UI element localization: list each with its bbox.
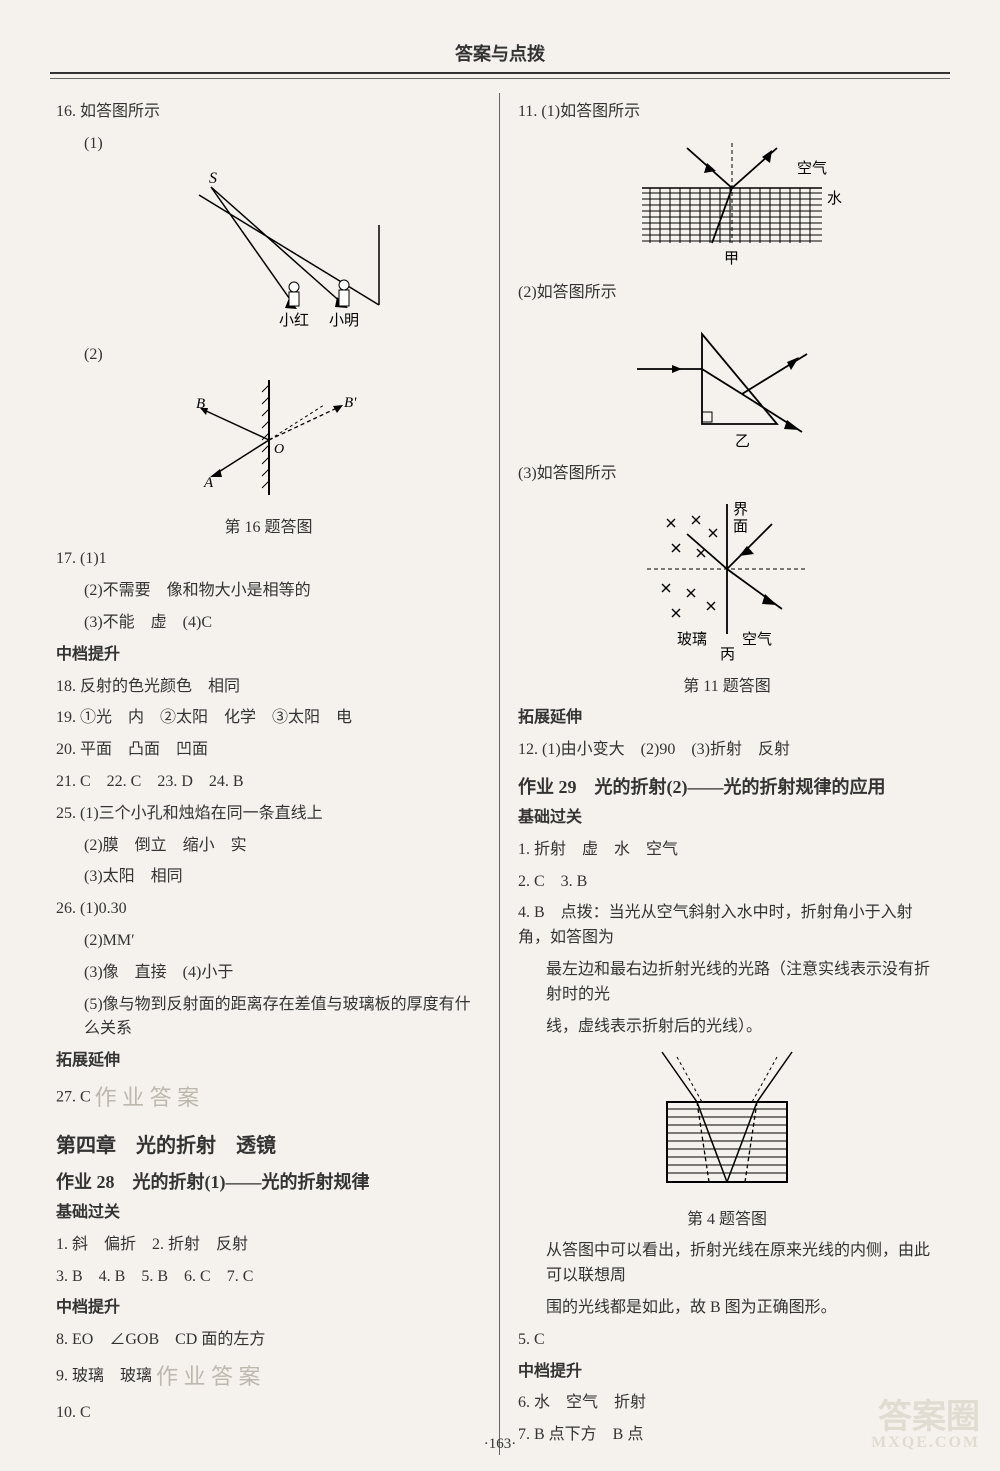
faint-watermark-1: 作 业 答 案: [95, 1081, 200, 1115]
q16-fig1: S 小红 小明: [56, 165, 481, 335]
w28-10: 10. C: [56, 1401, 481, 1426]
q16-fig2: B B' A O: [56, 375, 481, 505]
w29-1: 1. 折射 虚 水 空气: [518, 838, 936, 863]
work28-title: 作业 28 光的折射(1)——光的折射规律: [56, 1168, 481, 1194]
watermark-sub: MXQE.COM: [871, 1435, 980, 1451]
q11-caption: 第 11 题答图: [518, 672, 936, 696]
q11-fig3: 界面 玻璃 空气 丙: [518, 494, 936, 664]
svg-text:B': B': [344, 395, 357, 411]
q21-24: 21. C 22. C 23. D 24. B: [56, 770, 481, 795]
svg-text:甲: 甲: [724, 251, 739, 267]
w29-5: 5. C: [518, 1328, 936, 1353]
w29-4-l4: 从答图中可以看出，折射光线在原来光线的内侧，由此可以联想周: [518, 1239, 936, 1289]
svg-text:玻璃: 玻璃: [677, 631, 707, 648]
svg-text:A: A: [203, 475, 214, 491]
q16-sub2: (2): [56, 343, 481, 368]
watermark-main: 答案圈: [878, 1399, 980, 1436]
svg-text:乙: 乙: [735, 434, 750, 450]
q25-l2: (2)膜 倒立 缩小 实: [56, 834, 481, 859]
heading-base: 基础过关: [56, 1201, 481, 1226]
q11-l2: (2)如答图所示: [518, 281, 936, 306]
fig-label-xm: 小明: [329, 312, 359, 329]
q26-l4: (5)像与物到反射面的距离存在差值与玻璃板的厚度有什么关系: [56, 993, 481, 1043]
w29-4-l3: 线，虚线表示折射后的光线）。: [518, 1015, 936, 1040]
header-rule: [50, 78, 950, 79]
q4-caption: 第 4 题答图: [518, 1205, 936, 1229]
svg-text:空气: 空气: [742, 631, 772, 648]
w28-9: 9. 玻璃 玻璃 作 业 答 案: [56, 1360, 481, 1394]
heading-base-r: 基础过关: [518, 806, 936, 831]
svg-text:面: 面: [733, 519, 748, 535]
q4-fig: [518, 1047, 936, 1197]
q19: 19. ①光 内 ②太阳 化学 ③太阳 电: [56, 706, 481, 731]
faint-watermark-2: 作 业 答 案: [156, 1360, 261, 1394]
page-header-title: 答案与点拨: [50, 40, 950, 74]
svg-text:界: 界: [733, 502, 748, 518]
q16-sub1: (1): [56, 132, 481, 157]
svg-text:丙: 丙: [720, 647, 735, 663]
q16-label: 16. 如答图所示: [56, 100, 481, 125]
site-watermark: 答案圈 MXQE.COM: [871, 1401, 980, 1451]
fig-label-xh: 小红: [279, 312, 309, 329]
q17-l1: 17. (1)1: [56, 547, 481, 572]
q12: 12. (1)由小变大 (2)90 (3)折射 反射: [518, 738, 936, 763]
left-column: 16. 如答图所示 (1) S 小红 小明 (2): [50, 93, 500, 1455]
q25-l3: (3)太阳 相同: [56, 865, 481, 890]
q11-fig1: 空气 水 甲: [518, 133, 936, 273]
heading-mid-r: 中档提升: [518, 1360, 936, 1385]
heading-mid: 中档提升: [56, 643, 481, 668]
w28-8: 8. EO ∠GOB CD 面的左方: [56, 1328, 481, 1353]
work29-title: 作业 29 光的折射(2)——光的折射规律的应用: [518, 773, 936, 799]
q11-l1: 11. (1)如答图所示: [518, 100, 936, 125]
right-column: 11. (1)如答图所示: [500, 93, 950, 1455]
svg-text:S: S: [209, 170, 217, 187]
q17-l3: (3)不能 虚 (4)C: [56, 611, 481, 636]
svg-text:B: B: [196, 396, 205, 412]
w29-4-l1: 4. B 点拨：当光从空气斜射入水中时，折射角小于入射角，如答图为: [518, 901, 936, 951]
q16-caption: 第 16 题答图: [56, 513, 481, 537]
w29-4-l5: 围的光线都是如此，故 B 图为正确图形。: [518, 1296, 936, 1321]
q20: 20. 平面 凸面 凹面: [56, 738, 481, 763]
page-number: ·163·: [0, 1436, 1000, 1453]
q18: 18. 反射的色光颜色 相同: [56, 675, 481, 700]
svg-text:空气: 空气: [797, 160, 827, 177]
q26-l1: 26. (1)0.30: [56, 897, 481, 922]
q26-l3: (3)像 直接 (4)小于: [56, 961, 481, 986]
w29-4-l2: 最左边和最右边折射光线的光路（注意实线表示没有折射时的光: [518, 958, 936, 1008]
heading-mid2: 中档提升: [56, 1296, 481, 1321]
two-column-layout: 16. 如答图所示 (1) S 小红 小明 (2): [50, 93, 950, 1455]
q25-l1: 25. (1)三个小孔和烛焰在同一条直线上: [56, 802, 481, 827]
w28-1: 1. 斜 偏折 2. 折射 反射: [56, 1233, 481, 1258]
heading-ext: 拓展延伸: [56, 1049, 481, 1074]
chapter-title: 第四章 光的折射 透镜: [56, 1129, 481, 1158]
q11-fig2: 乙: [518, 314, 936, 454]
heading-ext-r: 拓展延伸: [518, 706, 936, 731]
svg-text:水: 水: [827, 190, 842, 207]
q11-l3: (3)如答图所示: [518, 462, 936, 487]
svg-text:O: O: [274, 442, 284, 457]
w28-2: 3. B 4. B 5. B 6. C 7. C: [56, 1265, 481, 1290]
q17-l2: (2)不需要 像和物大小是相等的: [56, 579, 481, 604]
q27: 27. C 作 业 答 案: [56, 1081, 481, 1115]
w29-2: 2. C 3. B: [518, 870, 936, 895]
q26-l2: (2)MM′: [56, 929, 481, 954]
